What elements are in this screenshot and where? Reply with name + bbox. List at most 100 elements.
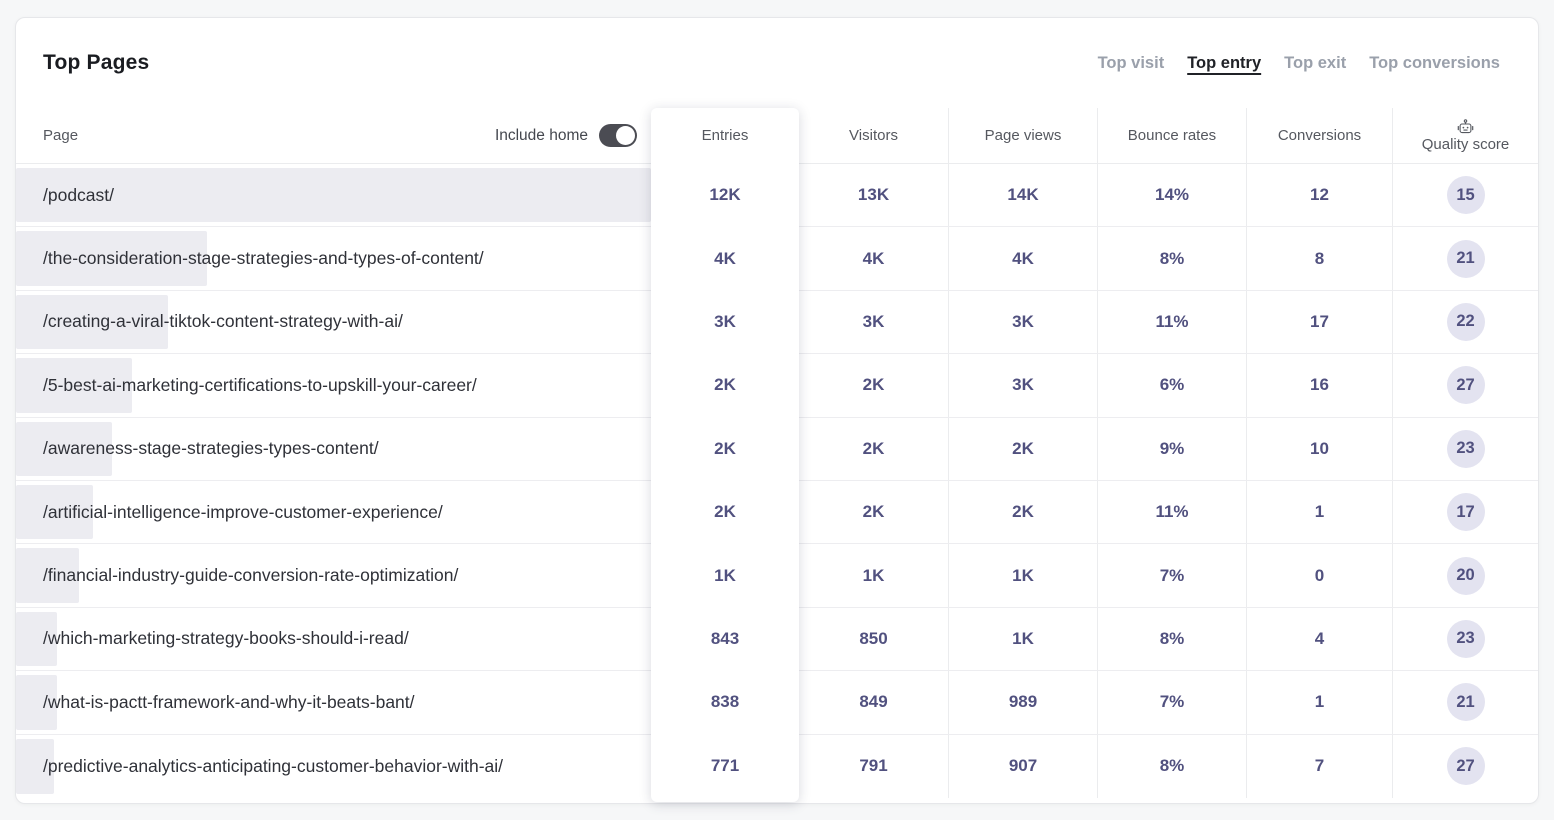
visitors-cell: 3K (862, 311, 885, 331)
tab-top-exit[interactable]: Top exit (1284, 53, 1347, 72)
conversions-cell: 17 (1246, 290, 1392, 354)
table-row[interactable]: /which-marketing-strategy-books-should-i… (16, 607, 1538, 672)
table-row[interactable]: /artificial-intelligence-improve-custome… (16, 480, 1538, 545)
bounce-rate-cell: 14% (1097, 164, 1246, 227)
page-link[interactable]: /the-consideration-stage-strategies-and-… (43, 248, 484, 269)
bounce-rate-cell: 9% (1097, 417, 1246, 480)
page-views-cell: 989 (948, 671, 1097, 734)
quality-score-cell: 23 (1392, 417, 1538, 480)
conversions-cell: 16 (1246, 354, 1392, 417)
quality-score-cell: 15 (1392, 164, 1538, 227)
bounce-rate-cell: 8% (1097, 227, 1246, 290)
table-row[interactable]: /financial-industry-guide-conversion-rat… (16, 544, 1538, 608)
bounce-rates-column-header: Bounce rates (1097, 108, 1246, 163)
table-header-row: Page Include home Entries Visitors Page … (16, 108, 1538, 164)
page-link[interactable]: /creating-a-viral-tiktok-content-strateg… (43, 311, 403, 332)
page-link[interactable]: /financial-industry-guide-conversion-rat… (43, 565, 459, 586)
table-row[interactable]: /predictive-analytics-anticipating-custo… (16, 734, 1538, 798)
page-cell: /creating-a-viral-tiktok-content-strateg… (16, 291, 651, 353)
bounce-rate-cell: 6% (1097, 354, 1246, 417)
page-link[interactable]: /awareness-stage-strategies-types-conten… (43, 438, 379, 459)
page-link[interactable]: /artificial-intelligence-improve-custome… (43, 501, 443, 522)
quality-score-cell: 21 (1392, 227, 1538, 290)
conversions-cell: 1 (1246, 480, 1392, 544)
bounce-rate-cell: 8% (1097, 734, 1246, 798)
page-views-cell: 3K (948, 290, 1097, 354)
page-cell: /the-consideration-stage-strategies-and-… (16, 227, 651, 289)
page-bar (16, 548, 79, 603)
page-link[interactable]: /predictive-analytics-anticipating-custo… (43, 755, 504, 776)
page-cell: /artificial-intelligence-improve-custome… (16, 481, 651, 543)
entries-cell: 2K (714, 502, 736, 522)
page-link[interactable]: /which-marketing-strategy-books-should-i… (43, 628, 409, 649)
robot-icon (1457, 118, 1474, 133)
include-home-toggle[interactable] (599, 124, 637, 147)
quality-score-badge: 27 (1446, 366, 1485, 405)
page-bar (16, 421, 112, 476)
tab-top-conversions[interactable]: Top conversions (1369, 53, 1500, 72)
entries-cell: 2K (714, 438, 736, 458)
page-title: Top Pages (43, 51, 150, 74)
top-pages-card: Top Pages Top visit Top entry Top exit T… (15, 17, 1539, 804)
include-home-label: Include home (494, 126, 588, 144)
page-views-cell: 1K (948, 544, 1097, 607)
page-views-cell: 907 (948, 734, 1097, 798)
view-tabs: Top visit Top entry Top exit Top convers… (1098, 54, 1500, 73)
visitors-cell: 850 (859, 628, 888, 648)
card-header: Top Pages Top visit Top entry Top exit T… (16, 18, 1538, 108)
quality-score-badge: 17 (1446, 493, 1485, 532)
conversions-cell: 10 (1246, 417, 1392, 480)
page-bar (16, 675, 58, 730)
quality-score-cell: 23 (1392, 607, 1538, 671)
table-body: /podcast/ 12K 13K 14K 14% 12 15 /the-con… (16, 164, 1538, 798)
quality-score-cell: 22 (1392, 290, 1538, 354)
page-link[interactable]: /what-is-pactt-framework-and-why-it-beat… (43, 691, 415, 712)
include-home-control: Include home (495, 124, 637, 147)
table-row[interactable]: /what-is-pactt-framework-and-why-it-beat… (16, 671, 1538, 735)
entries-cell: 843 (710, 628, 740, 648)
table-row[interactable]: /the-consideration-stage-strategies-and-… (16, 227, 1538, 291)
entries-column-card (651, 108, 799, 802)
quality-score-badge: 21 (1446, 239, 1485, 278)
table-row[interactable]: /5-best-ai-marketing-certifications-to-u… (16, 354, 1538, 418)
visitors-cell: 2K (862, 375, 885, 395)
page-bar (16, 738, 55, 794)
quality-score-badge: 23 (1446, 619, 1485, 658)
quality-score-badge: 23 (1446, 429, 1485, 468)
page-cell: /financial-industry-guide-conversion-rat… (16, 544, 651, 606)
page-views-cell: 4K (948, 227, 1097, 290)
quality-score-cell: 17 (1392, 480, 1538, 544)
page-link[interactable]: /5-best-ai-marketing-certifications-to-u… (43, 374, 477, 395)
page-cell: /what-is-pactt-framework-and-why-it-beat… (16, 671, 651, 733)
tab-top-entry[interactable]: Top entry (1187, 53, 1262, 72)
table-row[interactable]: /awareness-stage-strategies-types-conten… (16, 417, 1538, 481)
visitors-cell: 4K (862, 248, 885, 268)
page-views-cell: 3K (948, 354, 1097, 417)
table-row[interactable]: /podcast/ 12K 13K 14K 14% 12 15 (16, 164, 1538, 228)
tab-top-visit[interactable]: Top visit (1097, 53, 1165, 72)
quality-score-badge: 15 (1446, 176, 1485, 215)
page-cell: /podcast/ (16, 164, 651, 226)
table-row[interactable]: /creating-a-viral-tiktok-content-strateg… (16, 290, 1538, 355)
page-bar (16, 484, 93, 540)
entries-cell: 12K (709, 185, 741, 205)
quality-score-badge: 21 (1446, 683, 1485, 722)
quality-score-cell: 20 (1392, 544, 1538, 607)
page-link[interactable]: /podcast/ (43, 184, 115, 205)
bounce-rate-cell: 7% (1097, 671, 1246, 734)
entries-cell: 1K (714, 565, 736, 585)
conversions-cell: 1 (1246, 671, 1392, 734)
page-header-label: Page (43, 127, 79, 144)
page-cell: /which-marketing-strategy-books-should-i… (16, 608, 651, 670)
bounce-rate-cell: 7% (1097, 544, 1246, 607)
top-pages-table: Page Include home Entries Visitors Page … (16, 108, 1538, 802)
visitors-cell: 849 (859, 692, 888, 712)
entries-cell: 4K (714, 248, 736, 268)
visitors-cell: 1K (862, 565, 885, 585)
visitors-cell: 2K (862, 438, 885, 458)
quality-score-cell: 21 (1392, 671, 1538, 734)
conversions-cell: 12 (1246, 164, 1392, 227)
bounce-rate-cell: 11% (1097, 290, 1246, 354)
visitors-column-header: Visitors (849, 127, 898, 144)
entries-cell: 838 (710, 692, 740, 712)
